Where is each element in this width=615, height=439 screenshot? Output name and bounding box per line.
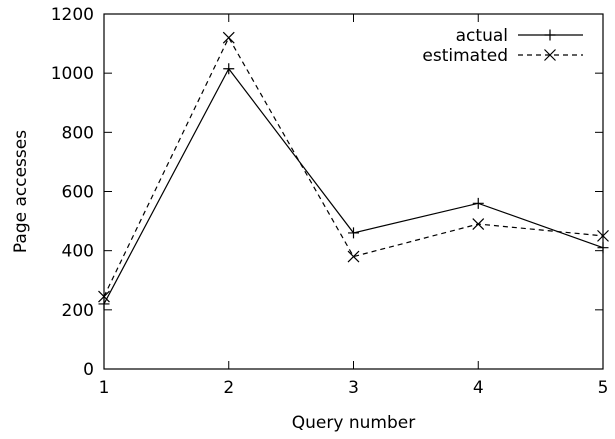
y-tick-label: 400 xyxy=(62,242,94,262)
data-point-estimated xyxy=(472,218,485,230)
series-line-actual xyxy=(103,67,604,305)
y-tick-label: 200 xyxy=(62,301,94,321)
series-estimated xyxy=(98,31,609,303)
legend-label-actual: actual xyxy=(456,26,508,46)
data-point-estimated xyxy=(347,250,360,263)
x-axis-label: Query number xyxy=(292,413,415,433)
data-point-estimated xyxy=(222,31,235,44)
y-tick-label: 1200 xyxy=(51,5,94,25)
legend-marker-actual xyxy=(544,29,556,41)
x-axis: 1 2 3 4 5 xyxy=(99,14,609,398)
x-tick-label: 2 xyxy=(223,378,234,398)
data-point-actual xyxy=(597,242,609,254)
series-line-estimated xyxy=(103,36,604,297)
data-point-estimated xyxy=(98,290,110,303)
y-tick-label: 0 xyxy=(83,360,94,380)
data-point-actual xyxy=(472,197,484,209)
data-point-actual xyxy=(348,227,359,239)
legend-label-estimated: estimated xyxy=(422,46,508,66)
series-actual xyxy=(98,63,609,310)
y-tick-label: 600 xyxy=(62,183,94,203)
data-point-actual xyxy=(223,63,235,75)
legend-marker-estimated xyxy=(544,49,556,61)
data-point-estimated xyxy=(597,229,609,242)
data-point-actual xyxy=(98,298,110,310)
series-layer xyxy=(98,31,609,310)
x-tick-label: 3 xyxy=(348,378,359,398)
x-tick-label: 4 xyxy=(473,378,484,398)
y-axis-label: Page accesses xyxy=(11,130,31,253)
y-axis: 0 200 400 600 800 1000 1200 xyxy=(51,5,603,380)
plot-frame xyxy=(103,13,604,370)
x-tick-label: 5 xyxy=(598,378,609,398)
y-tick-label: 800 xyxy=(62,123,94,143)
x-tick-label: 1 xyxy=(99,378,110,398)
y-tick-label: 1000 xyxy=(51,64,94,84)
